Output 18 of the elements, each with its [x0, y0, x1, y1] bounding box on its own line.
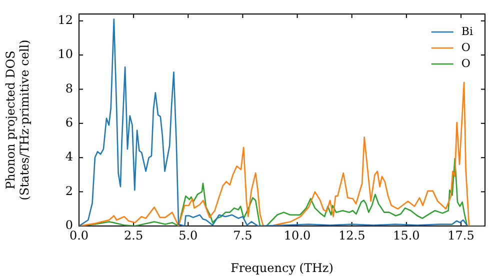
y-tick-label: 10 [58, 47, 73, 62]
x-tick-label: 2.5 [124, 228, 144, 242]
y-tick-label: 8 [65, 81, 73, 96]
y-tick-label: 4 [65, 150, 74, 164]
y-tick-label: 12 [58, 12, 73, 27]
y-axis-title: Phonon projected DOS (States/THz·primitive cell) [3, 40, 32, 200]
legend-label: O [461, 40, 470, 54]
x-tick-label: 10.0 [284, 228, 311, 242]
x-tick-label: 7.5 [233, 228, 252, 242]
legend-label: O [461, 56, 470, 70]
legend-label: Bi [461, 24, 474, 38]
x-axis-title: Frequency (THz) [230, 260, 334, 275]
y-tick-label: 6 [65, 116, 73, 130]
x-tick-label: 12.5 [338, 228, 366, 242]
x-tick-label: 15.0 [393, 228, 420, 242]
y-tick-label: 2 [65, 184, 73, 198]
x-tick-label: 17.5 [448, 228, 474, 242]
x-tick-label: 5.0 [178, 228, 198, 242]
